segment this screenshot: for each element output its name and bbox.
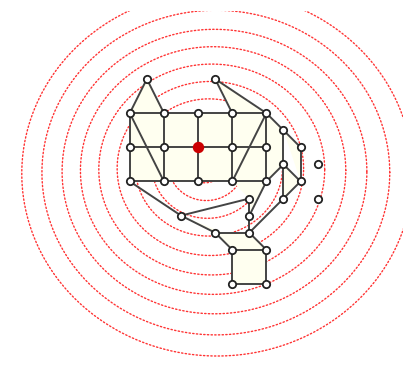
Polygon shape: [181, 215, 266, 250]
Point: [297, 179, 304, 185]
Point: [212, 230, 218, 236]
Point: [229, 247, 235, 253]
Polygon shape: [215, 233, 266, 250]
Point: [229, 144, 235, 150]
Point: [229, 281, 235, 287]
Polygon shape: [232, 113, 266, 147]
Point: [127, 110, 133, 116]
Point: [161, 110, 167, 116]
Point: [280, 127, 287, 133]
Polygon shape: [283, 130, 301, 182]
Polygon shape: [232, 147, 266, 182]
Polygon shape: [232, 250, 266, 284]
Point: [263, 144, 270, 150]
Point: [263, 247, 270, 253]
Point: [127, 179, 133, 185]
Polygon shape: [130, 147, 164, 182]
Point: [161, 179, 167, 185]
Polygon shape: [266, 113, 283, 182]
Point: [161, 144, 167, 150]
Point: [212, 76, 218, 82]
Point: [229, 110, 235, 116]
Point: [195, 179, 202, 185]
Polygon shape: [198, 113, 232, 147]
Point: [280, 195, 287, 201]
Point: [297, 144, 304, 150]
Point: [229, 179, 235, 185]
Point: [246, 230, 253, 236]
Point: [314, 162, 321, 168]
Point: [178, 212, 184, 218]
Point: [195, 110, 202, 116]
Polygon shape: [232, 182, 266, 215]
Polygon shape: [130, 113, 164, 147]
Point: [246, 212, 253, 218]
Polygon shape: [215, 79, 266, 113]
Point: [143, 76, 150, 82]
Point: [246, 195, 253, 201]
Polygon shape: [130, 79, 164, 113]
Point: [280, 162, 287, 168]
Polygon shape: [164, 113, 198, 147]
Polygon shape: [198, 147, 232, 182]
Polygon shape: [164, 147, 198, 182]
Point: [195, 144, 202, 150]
Point: [263, 281, 270, 287]
Point: [127, 144, 133, 150]
Point: [263, 179, 270, 185]
Polygon shape: [283, 130, 301, 198]
Point: [263, 110, 270, 116]
Point: [314, 195, 321, 201]
